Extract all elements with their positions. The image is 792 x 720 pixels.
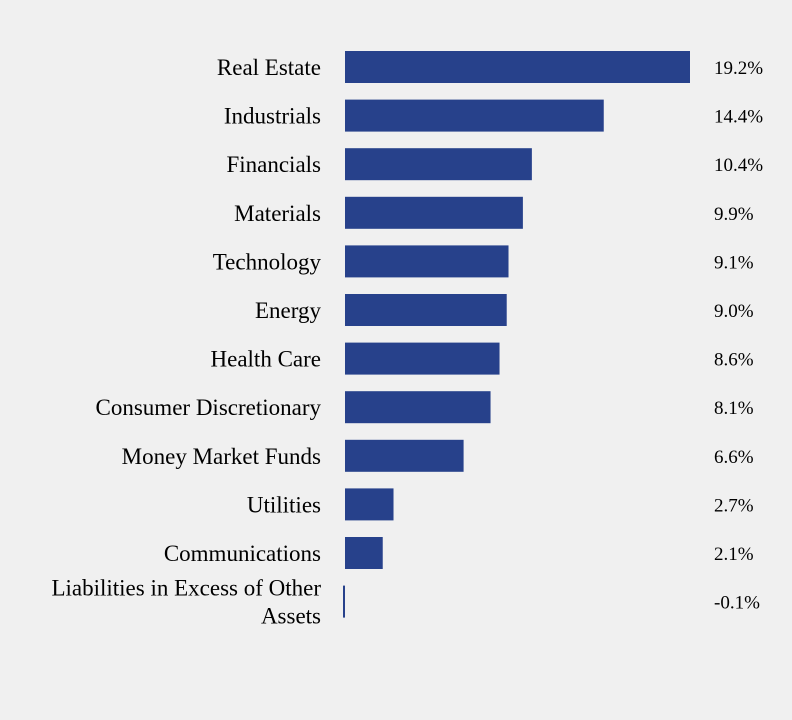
value-label: 10.4%: [714, 155, 763, 176]
category-label: Financials: [226, 152, 321, 177]
bar: [345, 148, 532, 181]
category-label: Communications: [164, 541, 321, 566]
bar: [345, 51, 690, 83]
category-label: Liabilities in Excess of Other Assets: [51, 576, 321, 629]
value-label: 2.7%: [714, 495, 754, 516]
bar: [343, 585, 345, 618]
category-label: Utilities: [247, 492, 321, 517]
bar: [345, 196, 523, 229]
bar: [345, 99, 604, 132]
category-label: Industrials: [224, 104, 321, 129]
value-label: 8.1%: [714, 398, 754, 419]
bar: [345, 342, 500, 375]
value-label: 2.1%: [714, 544, 754, 565]
category-label: Energy: [255, 298, 322, 323]
value-label: 14.4%: [714, 107, 763, 128]
bar: [345, 391, 491, 424]
bar: [345, 294, 507, 326]
category-label: Money Market Funds: [122, 444, 321, 469]
value-label: 9.0%: [714, 301, 754, 322]
value-label: 9.1%: [714, 252, 754, 273]
category-label: Technology: [213, 249, 322, 274]
bar: [345, 488, 394, 521]
bar: [345, 537, 383, 569]
category-label: Health Care: [211, 347, 321, 372]
value-label: 9.9%: [714, 204, 754, 225]
category-label: Consumer Discretionary: [96, 395, 322, 420]
category-label: Real Estate: [217, 55, 321, 80]
value-label: -0.1%: [714, 593, 760, 614]
bar: [345, 439, 464, 472]
bar: [345, 245, 509, 278]
category-label: Materials: [234, 201, 321, 226]
value-label: 19.2%: [714, 58, 763, 79]
value-label: 6.6%: [714, 447, 754, 468]
value-label: 8.6%: [714, 350, 754, 371]
